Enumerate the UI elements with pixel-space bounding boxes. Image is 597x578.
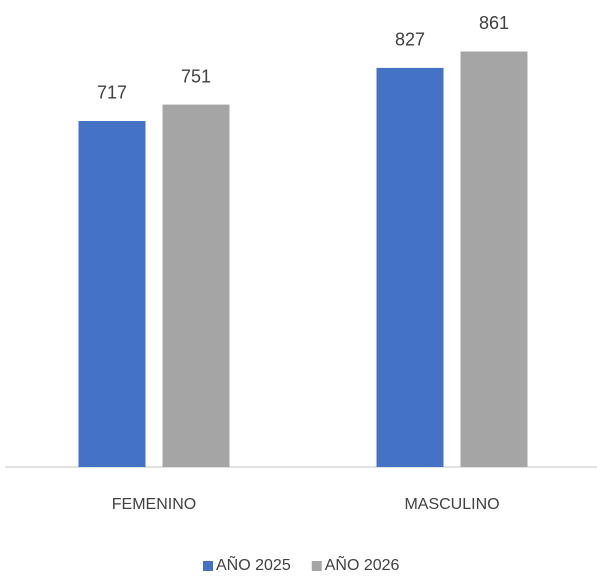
legend-swatch (203, 561, 213, 571)
data-label: 861 (479, 13, 509, 33)
legend-label: AÑO 2026 (325, 554, 400, 574)
legend-label: AÑO 2025 (216, 554, 291, 574)
bar (460, 51, 528, 468)
x-tick-label: MASCULINO (404, 496, 499, 513)
bar (162, 104, 230, 468)
bar (376, 67, 444, 467)
bar (78, 120, 146, 467)
x-tick-label: FEMENINO (112, 496, 196, 513)
legend-swatch (311, 561, 322, 571)
data-label: 717 (97, 83, 127, 103)
data-label: 751 (181, 66, 211, 86)
data-label: 827 (395, 30, 425, 50)
